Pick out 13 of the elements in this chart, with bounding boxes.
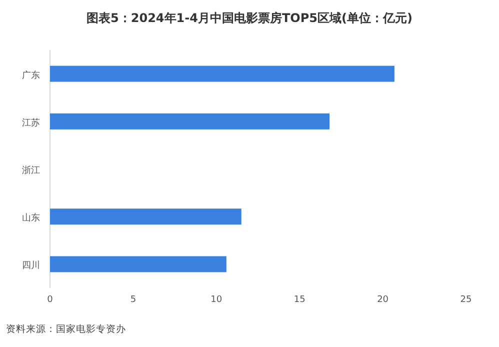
text: 资料来源：国家电影专资办 bbox=[6, 323, 126, 335]
y-tick-label: 浙江 bbox=[22, 165, 40, 176]
x-tick-label: 10 bbox=[210, 295, 222, 305]
x-tick-label: 20 bbox=[377, 295, 389, 305]
y-tick-label: 四川 bbox=[22, 260, 40, 272]
x-tick-label: 15 bbox=[294, 295, 306, 305]
x-tick-label: 5 bbox=[130, 295, 136, 305]
x-tick-label: 25 bbox=[460, 295, 472, 305]
x-tick-label: 0 bbox=[47, 295, 54, 305]
y-tick-label: 山东 bbox=[22, 212, 40, 224]
y-tick-label: 广东 bbox=[22, 70, 40, 81]
y-tick-label: 江苏 bbox=[22, 117, 40, 128]
title: 图表5：2024年1-4月中国电影票房TOP5区域(单位：亿元) bbox=[86, 11, 412, 25]
